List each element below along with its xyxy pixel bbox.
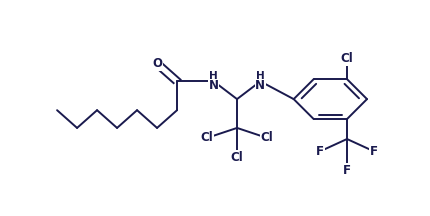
Text: N: N <box>255 79 265 92</box>
Text: Cl: Cl <box>230 151 243 164</box>
Text: H: H <box>209 71 218 81</box>
Text: F: F <box>370 145 378 158</box>
Text: Cl: Cl <box>201 131 213 145</box>
Text: H: H <box>256 71 265 81</box>
Text: Cl: Cl <box>341 52 353 65</box>
Text: F: F <box>343 164 351 176</box>
Text: F: F <box>316 145 324 158</box>
Text: Cl: Cl <box>261 131 273 145</box>
Text: N: N <box>209 79 219 92</box>
Text: O: O <box>152 57 162 70</box>
